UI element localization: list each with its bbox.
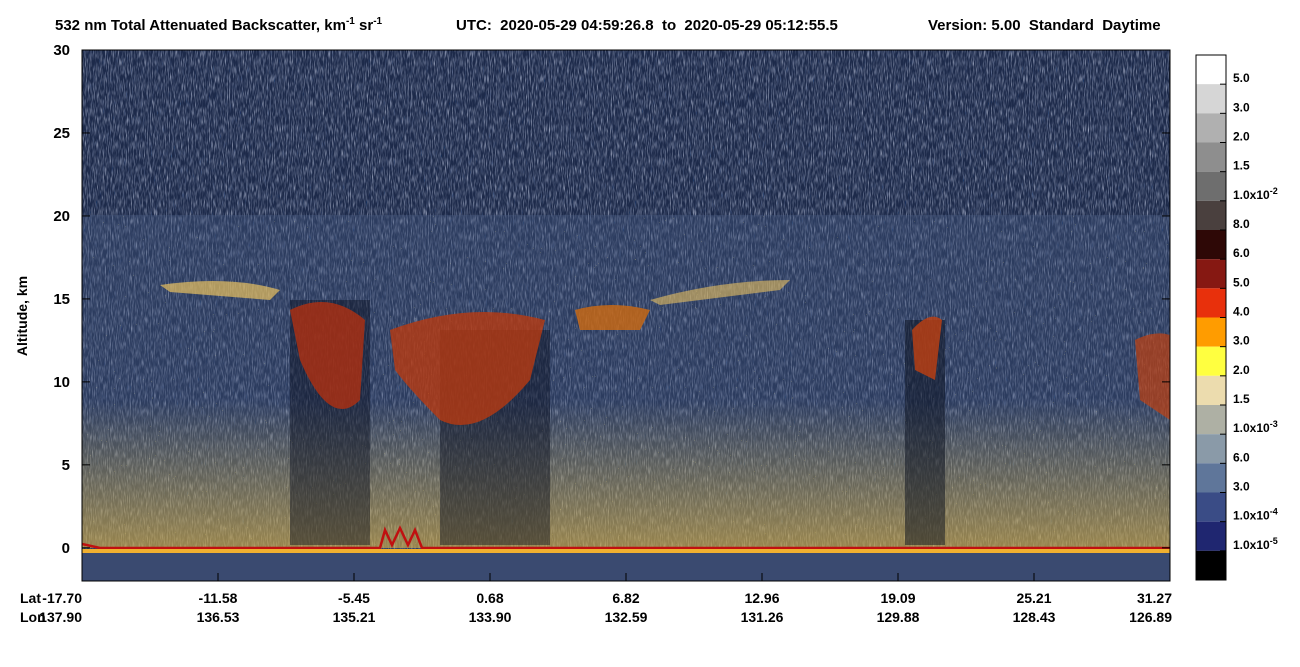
time-range: UTC: 2020-05-29 04:59:26.8 to 2020-05-29… (456, 17, 838, 34)
y-tick-label: 25 (53, 125, 70, 142)
x-tick-label: 25.21 (1016, 590, 1051, 606)
colorbar-segment (1196, 492, 1226, 522)
colorbar-label-exponent: -4 (1270, 507, 1278, 517)
colorbar-label-text: 3.0 (1233, 100, 1250, 114)
title-superscript: -1 (346, 16, 355, 27)
colorbar-label-text: 8.0 (1233, 217, 1250, 231)
colorbar-segment (1196, 288, 1226, 318)
y-axis-label: Altitude, km (14, 276, 30, 356)
colorbar-label-text: 3.0 (1233, 334, 1250, 348)
title-text: 532 nm Total Attenuated Backscatter, km (55, 17, 346, 34)
colorbar-label: 2.0 (1233, 363, 1250, 377)
colorbar-label-text: 5.0 (1233, 71, 1250, 85)
colorbar-label: 1.5 (1233, 159, 1250, 173)
colorbar-label: 3.0 (1233, 480, 1250, 494)
colorbar-segment (1196, 463, 1226, 493)
x-tick-label: 136.53 (197, 609, 240, 625)
x-tick-label: 128.43 (1013, 609, 1056, 625)
colorbar-segment (1196, 142, 1226, 172)
colorbar-segment (1196, 346, 1226, 376)
version-label: Version: 5.00 Standard Daytime (928, 17, 1161, 34)
colorbar-segment (1196, 434, 1226, 464)
y-tick-label: 0 (62, 540, 70, 557)
y-tick-label: 30 (53, 42, 70, 59)
x-tick-label: 131.26 (741, 609, 784, 625)
colorbar-label-text: 2.0 (1233, 363, 1250, 377)
colorbar-segment (1196, 405, 1226, 435)
x-row-name: Lat (20, 590, 41, 606)
colorbar-segment (1196, 259, 1226, 289)
colorbar-segment (1196, 521, 1226, 551)
colorbar-label-exponent: -3 (1270, 419, 1278, 429)
colorbar-label-exponent: -2 (1270, 186, 1278, 196)
colorbar-label: 1.0x10-5 (1233, 536, 1278, 552)
colorbar-label-text: 4.0 (1233, 305, 1250, 319)
colorbar-label-exponent: -5 (1270, 536, 1278, 546)
x-row-name: Lon (20, 609, 46, 625)
title-text: sr (355, 17, 374, 34)
colorbar-label: 5.0 (1233, 275, 1250, 289)
x-tick-label: 137.90 (39, 609, 82, 625)
colorbar-label: 2.0 (1233, 130, 1250, 144)
colorbar-label-text: 1.0x10 (1233, 188, 1270, 202)
colorbar-label: 3.0 (1233, 334, 1250, 348)
colorbar-label-text: 6.0 (1233, 450, 1250, 464)
y-tick-label: 20 (53, 208, 70, 225)
colorbar-label: 5.0 (1233, 71, 1250, 85)
colorbar-label: 4.0 (1233, 305, 1250, 319)
colorbar-label: 6.0 (1233, 246, 1250, 260)
colorbar-label-text: 1.5 (1233, 159, 1250, 173)
x-tick-label: 12.96 (744, 590, 779, 606)
colorbar-segment (1196, 230, 1226, 260)
y-tick-label: 15 (53, 291, 70, 308)
colorbar-label-text: 1.0x10 (1233, 509, 1270, 523)
colorbar-label: 1.0x10-4 (1233, 507, 1278, 523)
x-tick-label: 133.90 (469, 609, 512, 625)
x-tick-label: -5.45 (338, 590, 370, 606)
x-tick-label: -17.70 (42, 590, 82, 606)
chart-title: 532 nm Total Attenuated Backscatter, km-… (55, 16, 383, 34)
colorbar-label-text: 1.0x10 (1233, 421, 1270, 435)
y-tick-label: 5 (62, 457, 70, 474)
x-tick-label: 6.82 (612, 590, 639, 606)
colorbar-label: 6.0 (1233, 450, 1250, 464)
colorbar-segment (1196, 375, 1226, 405)
colorbar-label-text: 5.0 (1233, 275, 1250, 289)
colorbar-label-text: 2.0 (1233, 130, 1250, 144)
x-tick-label: 19.09 (880, 590, 915, 606)
x-tick-label: 132.59 (605, 609, 648, 625)
colorbar-segment (1196, 113, 1226, 143)
x-tick-label: 126.89 (1129, 609, 1172, 625)
colorbar-label: 1.0x10-3 (1233, 419, 1278, 435)
backscatter-image (82, 50, 1170, 581)
x-tick-label: -11.58 (199, 590, 238, 606)
colorbar-segment (1196, 550, 1226, 580)
colorbar-label-text: 1.0x10 (1233, 538, 1270, 552)
colorbar-label-text: 6.0 (1233, 246, 1250, 260)
y-tick-label: 10 (53, 374, 70, 391)
colorbar-label-text: 3.0 (1233, 480, 1250, 494)
colorbar-segment (1196, 55, 1226, 85)
x-tick-label: 135.21 (333, 609, 376, 625)
colorbar-label: 3.0 (1233, 100, 1250, 114)
x-tick-label: 129.88 (877, 609, 920, 625)
x-tick-label: 31.27 (1137, 590, 1172, 606)
title-superscript: -1 (373, 16, 382, 27)
colorbar-label: 1.5 (1233, 392, 1250, 406)
colorbar-segment (1196, 84, 1226, 114)
colorbar-label: 8.0 (1233, 217, 1250, 231)
x-tick-label: 0.68 (476, 590, 503, 606)
colorbar-segment (1196, 317, 1226, 347)
colorbar-label-text: 1.5 (1233, 392, 1250, 406)
colorbar-segment (1196, 171, 1226, 201)
colorbar-label: 1.0x10-2 (1233, 186, 1278, 202)
colorbar-segment (1196, 200, 1226, 230)
